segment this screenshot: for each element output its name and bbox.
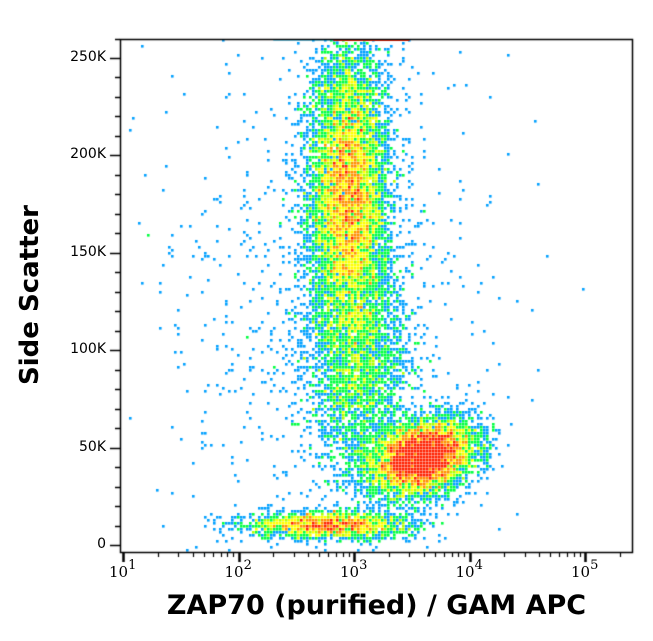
y-tick-label: 100K xyxy=(70,341,106,358)
y-tick-label: 50K xyxy=(79,438,106,455)
y-axis-title-text: Side Scatter xyxy=(15,205,45,385)
x-tick-label: 103 xyxy=(340,558,368,581)
y-tick-label: 0 xyxy=(97,536,106,552)
x-tick-label: 105 xyxy=(571,558,599,581)
y-tick-label: 250K xyxy=(70,49,106,65)
y-tick-label: 150K xyxy=(70,243,106,260)
x-tick-label: 101 xyxy=(109,558,137,581)
x-tick-label: 104 xyxy=(455,558,483,581)
y-tick-label: 200K xyxy=(70,146,106,163)
x-tick-label: 102 xyxy=(224,558,252,581)
x-axis-title: ZAP70 (purified) / GAM APC xyxy=(166,590,587,621)
